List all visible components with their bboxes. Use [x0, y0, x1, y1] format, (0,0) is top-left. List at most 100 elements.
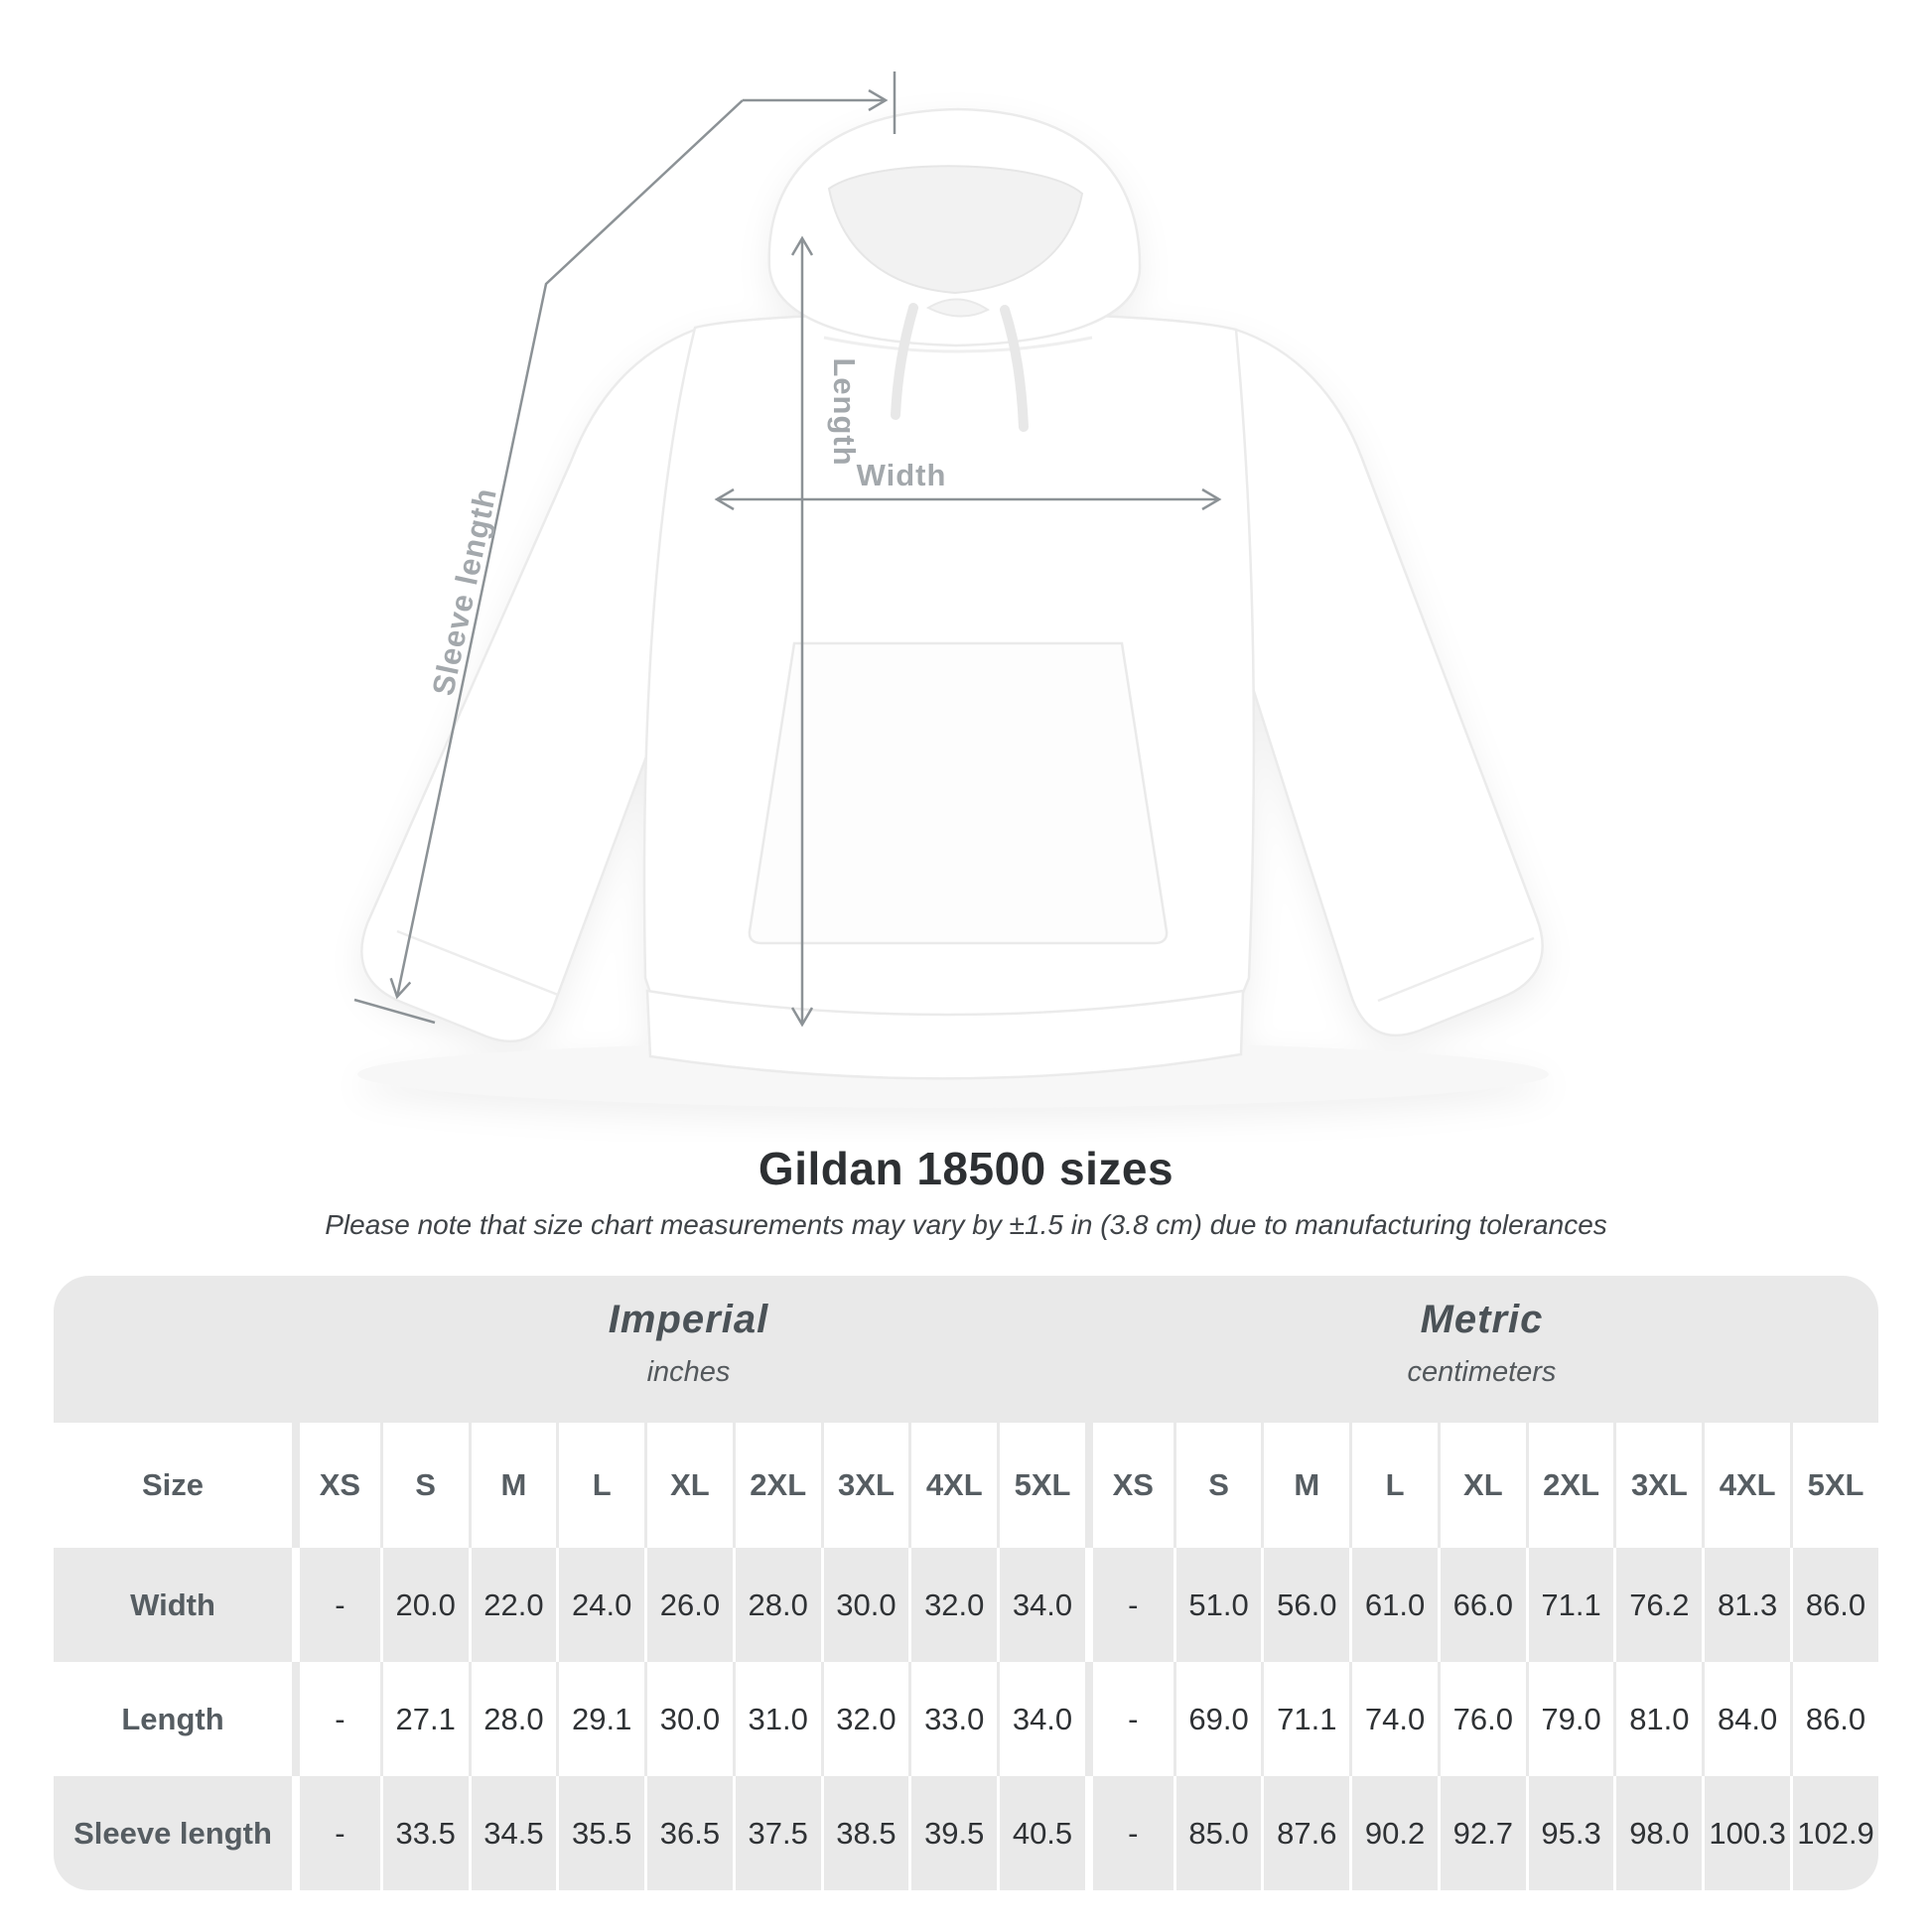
- width-metric-3xl: 76.2: [1613, 1548, 1703, 1662]
- length-imperial-l: 29.1: [556, 1662, 645, 1776]
- length-metric-s: 69.0: [1173, 1662, 1262, 1776]
- sleeve-length-imperial-l: 35.5: [556, 1776, 645, 1890]
- sleeve-length-metric-s: 85.0: [1173, 1776, 1262, 1890]
- size-col-metric-xl: XL: [1437, 1423, 1526, 1548]
- sleeve-length-imperial-s: 33.5: [379, 1776, 469, 1890]
- size-col-imperial-l: L: [556, 1423, 645, 1548]
- width-imperial-5xl: 34.0: [997, 1548, 1085, 1662]
- size-col-imperial-xl: XL: [644, 1423, 733, 1548]
- size-col-imperial-xs: XS: [292, 1423, 380, 1548]
- width-metric-5xl: 86.0: [1790, 1548, 1878, 1662]
- size-header-row: Size XS S M L XL 2XL 3XL 4XL 5XL XS S M L XL 2XL 3XL 4XL…: [54, 1423, 1878, 1548]
- sleeve-length-metric-xs: -: [1084, 1776, 1173, 1890]
- drawstring-right: [1000, 305, 1029, 432]
- size-column-header: Size: [54, 1423, 292, 1548]
- tolerance-note: Please note that size chart measurements…: [325, 1209, 1607, 1240]
- sleeve-length-metric-xl: 92.7: [1437, 1776, 1526, 1890]
- length-metric-xs: -: [1084, 1662, 1173, 1776]
- width-metric-xs: -: [1084, 1548, 1173, 1662]
- width-imperial-l: 24.0: [556, 1548, 645, 1662]
- width-metric-xl: 66.0: [1437, 1548, 1526, 1662]
- length-imperial-xs: -: [292, 1662, 380, 1776]
- length-metric-l: 74.0: [1349, 1662, 1438, 1776]
- size-col-imperial-4xl: 4XL: [908, 1423, 998, 1548]
- measurement-row-length: Length -27.1 28.0 29.1 30.0 31.0 32.0 33.0 34.0-…: [54, 1662, 1878, 1776]
- width-imperial-3xl: 30.0: [820, 1548, 909, 1662]
- size-col-imperial-m: M: [468, 1423, 557, 1548]
- width-label: Width: [857, 458, 947, 492]
- size-col-metric-5xl: 5XL: [1790, 1423, 1878, 1548]
- sleeve-length-imperial-xs: -: [292, 1776, 380, 1890]
- size-col-metric-s: S: [1173, 1423, 1262, 1548]
- size-col-metric-2xl: 2XL: [1525, 1423, 1614, 1548]
- drawstring-left: [891, 303, 918, 420]
- left-sleeve: [360, 328, 697, 1043]
- drawstring-knot: [925, 298, 990, 318]
- width-imperial-s: 20.0: [379, 1548, 469, 1662]
- sleeve-bottom-tick: [353, 998, 436, 1025]
- sleeve-length-imperial-xl: 36.5: [644, 1776, 733, 1890]
- row-label-length: Length: [54, 1662, 292, 1776]
- size-col-imperial-2xl: 2XL: [732, 1423, 821, 1548]
- hoodie-illustration: [357, 107, 1549, 1108]
- width-imperial-2xl: 28.0: [732, 1548, 821, 1662]
- size-col-metric-l: L: [1349, 1423, 1438, 1548]
- page-title: Gildan 18500 sizes: [758, 1143, 1174, 1194]
- sleeve-length-imperial-m: 34.5: [468, 1776, 557, 1890]
- width-metric-m: 56.0: [1261, 1548, 1350, 1662]
- metric-label: Metric: [1420, 1298, 1544, 1341]
- measurement-row-width: Width -20.0 22.0 24.0 26.0 28.0 30.0 32.0 34.0-5…: [54, 1548, 1878, 1662]
- hood-opening: [827, 165, 1084, 295]
- sleeve-length-metric-3xl: 98.0: [1613, 1776, 1703, 1890]
- sleeve-length-imperial-2xl: 37.5: [732, 1776, 821, 1890]
- length-imperial-xl: 30.0: [644, 1662, 733, 1776]
- unit-group-imperial: Imperial inches: [292, 1276, 1085, 1423]
- size-col-metric-3xl: 3XL: [1613, 1423, 1703, 1548]
- length-imperial-3xl: 32.0: [820, 1662, 909, 1776]
- metric-unit-label: centimeters: [1407, 1356, 1557, 1388]
- units-band-spacer: [54, 1276, 292, 1423]
- size-table: Size XS S M L XL 2XL 3XL 4XL 5XL XS S M L XL 2XL 3XL 4XL…: [54, 1423, 1878, 1890]
- length-label: Length: [827, 357, 862, 466]
- sleeve-length-imperial-4xl: 39.5: [908, 1776, 998, 1890]
- right-sleeve: [1234, 328, 1544, 1037]
- sleeve-length-imperial-5xl: 40.5: [997, 1776, 1085, 1890]
- length-metric-m: 71.1: [1261, 1662, 1350, 1776]
- width-metric-l: 61.0: [1349, 1548, 1438, 1662]
- sleeve-length-line: [397, 99, 744, 997]
- width-imperial-m: 22.0: [468, 1548, 557, 1662]
- right-cuff-seam: [1377, 936, 1535, 1003]
- length-imperial-s: 27.1: [379, 1662, 469, 1776]
- size-col-imperial-5xl: 5XL: [997, 1423, 1085, 1548]
- size-col-metric-m: M: [1261, 1423, 1350, 1548]
- kangaroo-pocket: [748, 641, 1169, 945]
- left-cuff-seam: [396, 929, 559, 997]
- size-col-imperial-s: S: [379, 1423, 469, 1548]
- length-metric-2xl: 79.0: [1525, 1662, 1614, 1776]
- measurement-row-sleeve-length: Sleeve length -33.5 34.5 35.5 36.5 37.5 38.5 39…: [54, 1776, 1878, 1890]
- measurement-lines: [353, 71, 1219, 1025]
- width-metric-4xl: 81.3: [1702, 1548, 1791, 1662]
- units-band: Imperial inches Metric centimeters: [54, 1276, 1878, 1423]
- sleeve-length-metric-4xl: 100.3: [1702, 1776, 1791, 1890]
- width-metric-s: 51.0: [1173, 1548, 1262, 1662]
- length-imperial-4xl: 33.0: [908, 1662, 998, 1776]
- length-metric-4xl: 84.0: [1702, 1662, 1791, 1776]
- unit-group-metric: Metric centimeters: [1085, 1276, 1878, 1423]
- length-imperial-5xl: 34.0: [997, 1662, 1085, 1776]
- row-label-width: Width: [54, 1548, 292, 1662]
- width-imperial-xl: 26.0: [644, 1548, 733, 1662]
- size-col-imperial-3xl: 3XL: [820, 1423, 909, 1548]
- length-metric-xl: 76.0: [1437, 1662, 1526, 1776]
- hoodie-measurement-figure: Sleeve length Length Width: [353, 71, 1549, 1108]
- imperial-label: Imperial: [608, 1298, 769, 1341]
- sleeve-length-metric-5xl: 102.9: [1790, 1776, 1878, 1890]
- length-metric-3xl: 81.0: [1613, 1662, 1703, 1776]
- length-imperial-2xl: 31.0: [732, 1662, 821, 1776]
- length-metric-5xl: 86.0: [1790, 1662, 1878, 1776]
- size-chart: Imperial inches Metric centimeters Size …: [54, 1276, 1878, 1890]
- width-imperial-4xl: 32.0: [908, 1548, 998, 1662]
- width-metric-2xl: 71.1: [1525, 1548, 1614, 1662]
- sleeve-length-metric-m: 87.6: [1261, 1776, 1350, 1890]
- sleeve-length-imperial-3xl: 38.5: [820, 1776, 909, 1890]
